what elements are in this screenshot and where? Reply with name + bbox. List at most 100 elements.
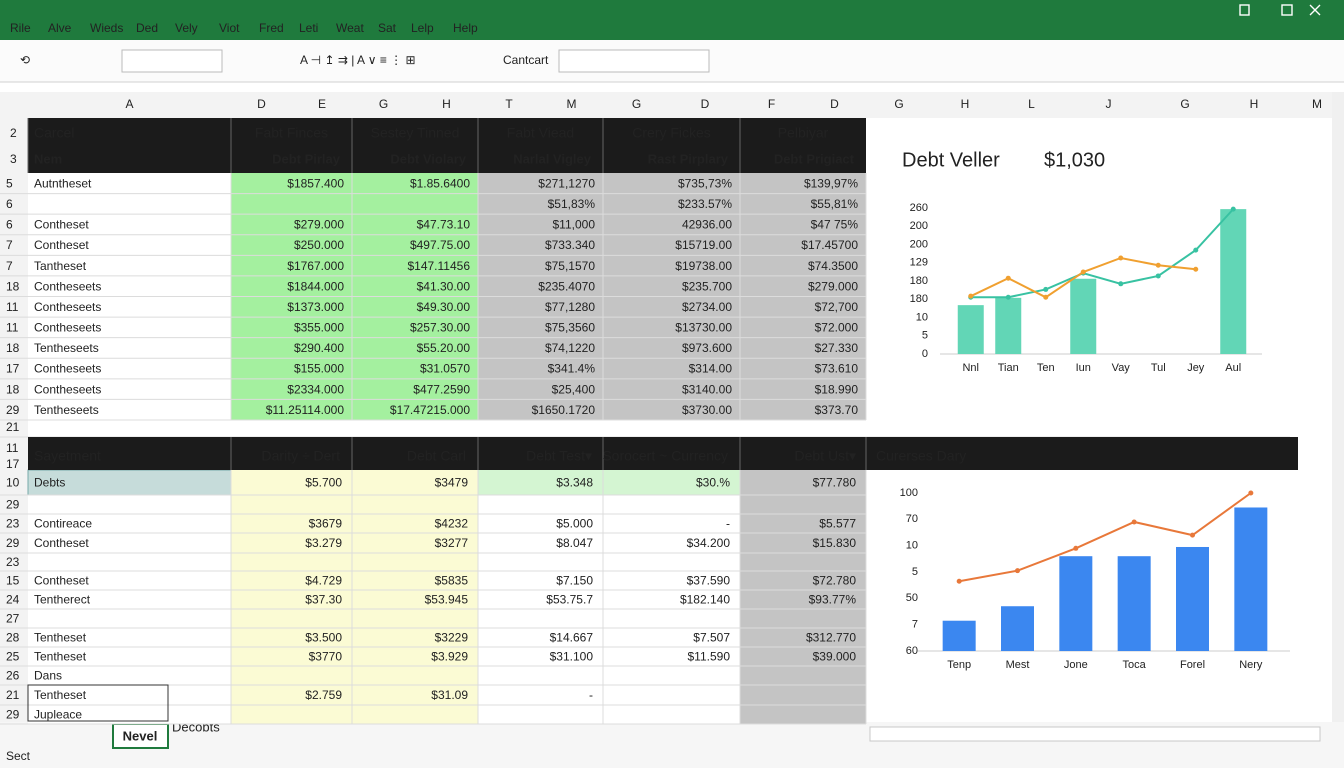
font-dropdown[interactable] [558,49,710,73]
cell-value: $55.20.00 [417,341,471,355]
bar [942,620,976,651]
cell-value: - [726,517,730,531]
row-number: 29 [6,708,20,722]
menu-item[interactable]: Leti [299,21,318,35]
cell-value: $5.700 [305,476,342,490]
x-tick-label: Tenp [947,659,971,671]
cell-value: $15719.00 [675,238,732,252]
y-tick-label: 260 [910,202,928,214]
row-number: 25 [6,650,20,664]
row-number: 29 [6,536,20,550]
undo-icon[interactable]: ⟲ [20,53,30,67]
cell-value: $1.85.6400 [410,176,470,190]
row-label: Contheseets [34,321,101,335]
cell-value: $17.47215.000 [390,403,470,417]
cell-value: $1373.000 [287,300,344,314]
menu-item[interactable]: Vely [175,21,198,35]
cell-value: $733.340 [545,238,595,252]
column-fill [28,470,231,724]
row-label: Contheseets [34,362,101,376]
cell-value: $72.780 [813,574,857,588]
point [956,578,962,584]
cell-value: $3277 [435,536,469,550]
menu-item[interactable]: Weat [336,21,364,35]
row-label: Autntheset [34,176,92,190]
cell-value: $235.4070 [538,279,595,293]
x-tick-label: Aul [1225,362,1241,374]
table-header: Crery Fickes [632,125,711,141]
x-tick-label: Vay [1112,362,1131,374]
table-header: Darity ÷ Dert [262,448,341,464]
cell-value: $74,1220 [545,341,595,355]
row-number: 23 [6,517,20,531]
file-menu[interactable]: Rile [10,21,31,35]
point [1230,206,1236,212]
name-box[interactable] [121,49,223,73]
h-scrollbar[interactable] [869,726,1321,742]
x-tick-label: Forel [1180,659,1205,671]
bar [1117,556,1151,651]
cell-value: $3730.00 [682,403,732,417]
row-number: 11 [6,321,19,335]
bar [1059,556,1093,651]
menu-item[interactable]: Wieds [90,21,123,35]
column-header: G [379,97,388,111]
cell-value: $73.610 [815,362,859,376]
cell-value: $233.57% [678,197,732,211]
column-header: L [1028,97,1035,111]
row-number: 18 [6,279,20,293]
column-header: H [442,97,451,111]
scrollbar[interactable] [1332,92,1344,732]
cell-value: $735,73% [678,176,732,190]
cell-value: $3229 [435,631,469,645]
cell-value: $5.577 [819,517,856,531]
column-header: A [125,97,133,111]
menu-item[interactable]: Sat [378,21,397,35]
row-number: 21 [6,420,20,434]
menu-item[interactable]: Lelp [411,21,434,35]
table-header: Sayetment [34,448,101,464]
cell-value: $312.770 [806,631,856,645]
point [1155,262,1161,268]
menu-item[interactable]: Fred [259,21,284,35]
cell-value: $15.830 [813,536,857,550]
cell-value: - [589,688,593,702]
menu-item[interactable]: Ded [136,21,158,35]
cell-value: $497.75.00 [410,238,470,252]
y-tick-label: 7 [912,619,918,631]
cell-value: $77,1280 [545,300,595,314]
cell-value: $31.09 [431,688,468,702]
sheet-tab-label[interactable]: Nevel [123,728,158,743]
row-label: Contheset [34,574,89,588]
point [1043,286,1049,292]
sheet-tab[interactable] [112,723,169,749]
point [1131,519,1137,525]
row-number: 29 [6,403,20,417]
header-fill [28,437,1298,470]
y-tick-label: 5 [922,330,928,342]
menu-item[interactable]: Help [453,21,478,35]
cell-value: $235.700 [682,279,732,293]
row-label: Tentheset [34,688,87,702]
cell-value: $182.140 [680,593,730,607]
x-tick-label: Mest [1006,659,1030,671]
close-button[interactable] [1309,4,1321,16]
restore-button[interactable] [1239,4,1250,16]
row-number: 3 [10,152,17,166]
maximize-button[interactable] [1281,4,1293,16]
y-tick-label: 129 [910,257,928,269]
menu-item[interactable]: Viot [219,21,240,35]
point [1118,255,1124,261]
cell-value: $25,400 [552,382,596,396]
menu-item[interactable]: Alve [48,21,72,35]
cell-value: 42936.00 [682,218,732,232]
cell-value: $5.000 [556,517,593,531]
cell-value: $3770 [309,650,343,664]
bar [1070,278,1097,354]
cell-value: $355.000 [294,321,344,335]
font-box[interactable]: Cantcart [503,53,549,67]
format-icons[interactable]: A ⊣ ↥ ⇉ | A ∨ ≡ ⋮ ⊞ [300,53,416,67]
y-tick-label: 100 [900,487,918,499]
row-number: 5 [6,176,13,190]
